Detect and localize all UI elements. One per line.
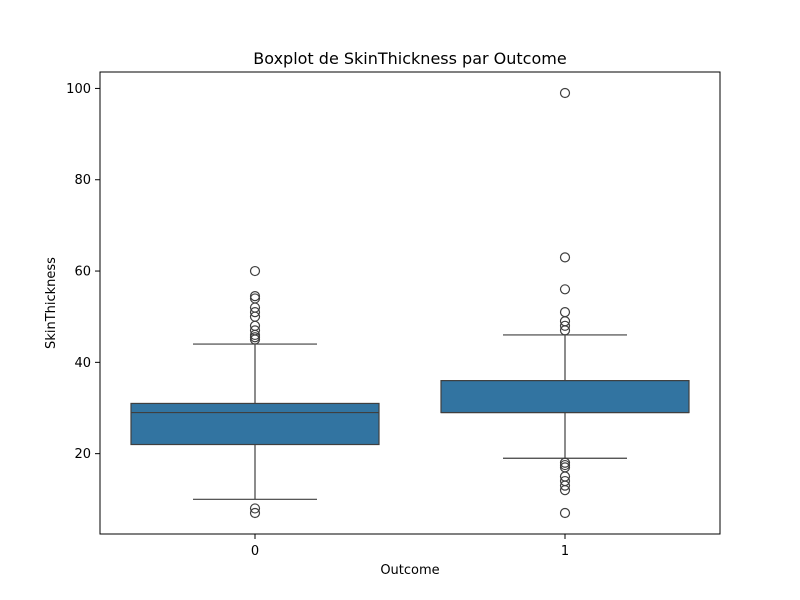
outlier-point	[249, 291, 261, 302]
y-tick-label: 80	[74, 173, 91, 188]
y-tick-label: 60	[74, 265, 91, 280]
x-tick-label: 1	[561, 544, 569, 559]
y-tick-label: 40	[74, 356, 91, 371]
outlier-point	[559, 459, 571, 471]
outlier-point	[559, 87, 571, 99]
outlier-point	[249, 307, 261, 318]
x-axis-label: Outcome	[380, 563, 439, 578]
outlier-point	[559, 507, 571, 519]
outlier-point	[559, 252, 571, 263]
box-group-0	[130, 265, 380, 519]
outlier-point	[559, 284, 571, 295]
plot-area	[130, 87, 690, 519]
chart-title: Boxplot de SkinThickness par Outcome	[253, 49, 566, 68]
outlier-point	[559, 485, 571, 496]
outlier-point	[249, 507, 261, 519]
y-axis-label: SkinThickness	[44, 257, 59, 349]
box-group-1	[440, 87, 690, 519]
outlier-point	[559, 480, 571, 491]
y-tick-label: 20	[74, 447, 91, 462]
plot-frame	[99, 71, 721, 535]
outlier-point	[559, 307, 571, 318]
outlier-point	[249, 503, 261, 514]
outlier-point	[559, 320, 571, 331]
x-tick-label: 0	[251, 544, 259, 559]
outlier-point	[249, 265, 261, 277]
outlier-point	[249, 325, 261, 336]
y-tick-label: 100	[66, 82, 91, 97]
iqr-box	[130, 402, 380, 446]
outlier-point	[249, 293, 261, 304]
iqr-box	[440, 380, 690, 414]
